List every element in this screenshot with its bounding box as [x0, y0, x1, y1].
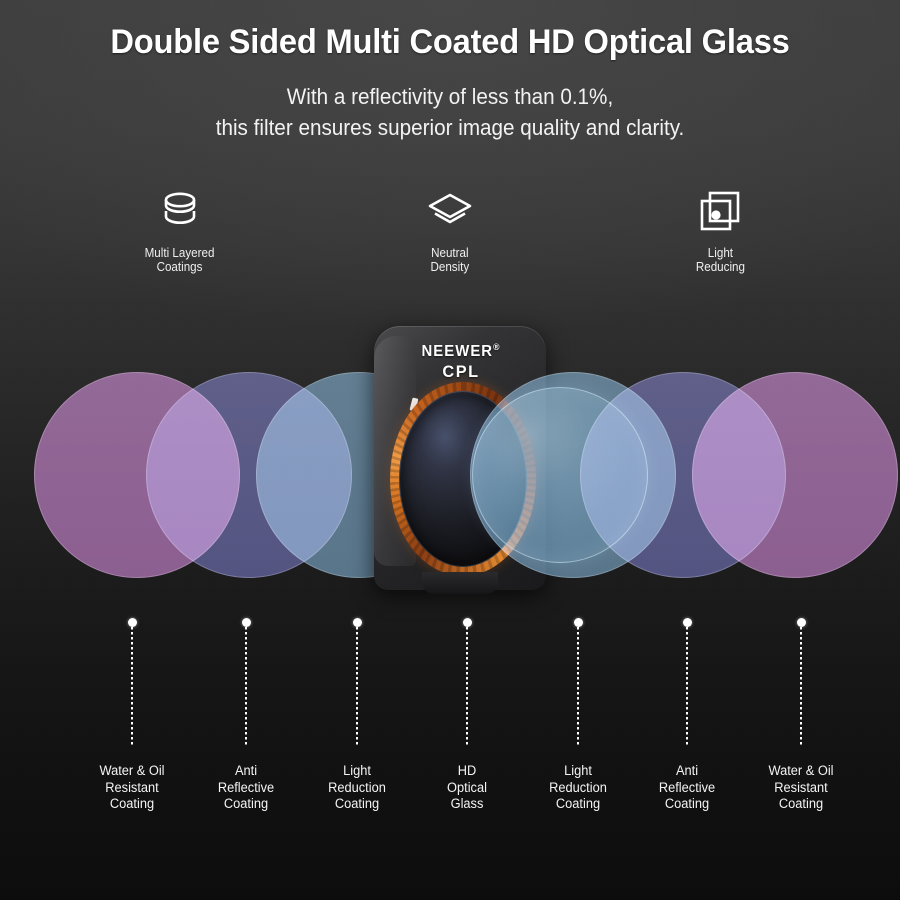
connector-line-3	[347, 618, 367, 746]
connector-line-7	[791, 618, 811, 746]
connector-stem	[131, 627, 133, 746]
connector-knob	[462, 618, 472, 627]
filter-mount-tab	[422, 572, 498, 594]
connector-knob	[796, 618, 806, 627]
layer-caption-water-oil-right: Water & Oil Resistant Coating	[768, 763, 834, 811]
connector-stem	[577, 627, 579, 746]
connector-stem	[800, 627, 802, 746]
connector-knob	[127, 618, 137, 627]
layer-disc-water-oil-right	[692, 372, 898, 578]
connector-stem	[356, 627, 358, 746]
connector-line-2	[236, 618, 256, 746]
connector-knob	[241, 618, 251, 627]
connector-stem	[686, 627, 688, 746]
subtitle-line-2: this filter ensures superior image quali…	[215, 115, 685, 140]
brand-name: NEEWER	[421, 343, 494, 361]
brand-logo: NEEWER®	[370, 342, 552, 361]
feature-list: Multi Layered Coatings Neutral Density L…	[0, 186, 900, 274]
feature-label: Multi Layered Coatings	[145, 246, 215, 274]
stacked-discs-icon	[157, 186, 203, 236]
subtitle-line-1: With a reflectivity of less than 0.1%,	[286, 84, 614, 109]
feature-light-reducing: Light Reducing	[645, 186, 795, 274]
layer-caption-anti-reflective-right: Anti Reflective Coating	[658, 763, 716, 811]
layer-caption-light-reduction-right: Light Reduction Coating	[549, 763, 607, 811]
page-title: Double Sided Multi Coated HD Optical Gla…	[110, 23, 790, 61]
connector-stem	[245, 627, 247, 746]
feature-label: Neutral Density	[430, 246, 470, 274]
connector-knob	[573, 618, 583, 627]
layer-caption-anti-reflective-left: Anti Reflective Coating	[217, 763, 275, 811]
nested-squares-icon	[699, 186, 741, 236]
layers-diamond-icon	[426, 186, 474, 236]
feature-label: Light Reducing	[695, 246, 745, 274]
model-label: CPL	[442, 362, 480, 381]
connector-line-6	[677, 618, 697, 746]
layer-caption-hd-optical-glass: HD Optical Glass	[447, 763, 487, 811]
connector-knob	[352, 618, 362, 627]
feature-neutral-density: Neutral Density	[375, 186, 525, 274]
connector-line-4	[457, 618, 477, 746]
connector-line-1	[122, 618, 142, 746]
connector-line-5	[568, 618, 588, 746]
connector-knob	[682, 618, 692, 627]
layer-caption-light-reduction-left: Light Reduction Coating	[328, 763, 386, 811]
feature-multi-layered-coatings: Multi Layered Coatings	[105, 186, 255, 274]
registered-mark: ®	[493, 342, 501, 352]
connector-stem	[466, 627, 468, 746]
layer-caption-water-oil-left: Water & Oil Resistant Coating	[99, 763, 165, 811]
